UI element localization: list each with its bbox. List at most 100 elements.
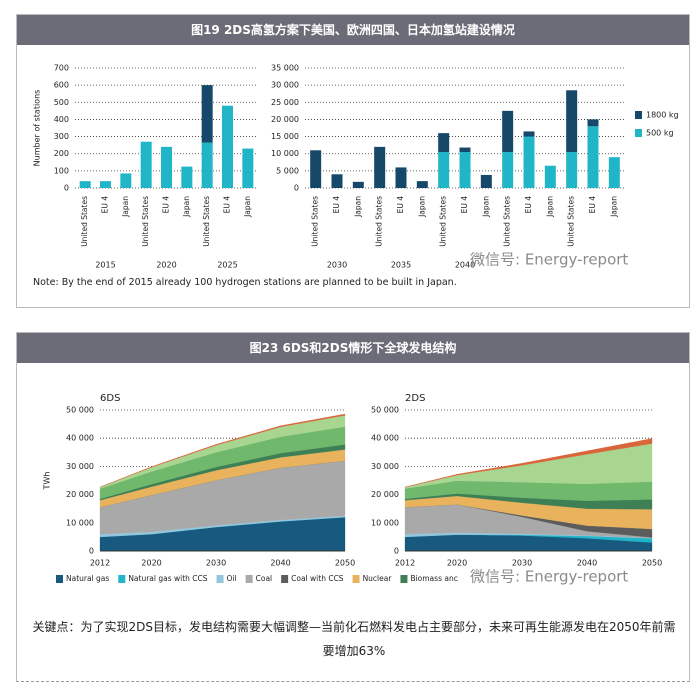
x-tick-label: United States [311, 196, 320, 247]
y-tick-label: 50 000 [66, 406, 94, 415]
x-tick-label: 2040 [270, 559, 290, 568]
group-label: 2025 [217, 261, 237, 270]
y-tick-label: 40 000 [371, 434, 399, 443]
bar [416, 181, 428, 188]
x-tick-label: Japan [353, 196, 362, 218]
y-tick-label: 200 [54, 149, 69, 158]
legend-label: Biomass anc [410, 574, 457, 583]
x-tick-label: EU 4 [332, 196, 341, 214]
caption: 关键点：为了实现2DS目标，发电结构需要大幅调整—当前化石燃料发电占主要部分，未… [32, 620, 676, 658]
y-tick-label: 700 [54, 64, 69, 73]
x-tick-label: 2050 [335, 559, 355, 568]
bar [587, 119, 599, 127]
legend-label: 500 kg [646, 129, 674, 138]
legend-swatch [635, 129, 642, 137]
legend-label: Coal with CCS [291, 574, 344, 583]
bar [438, 133, 450, 152]
y-tick-label: 20 000 [66, 490, 94, 499]
y-tick-label: 10 000 [371, 518, 399, 527]
y-tick-label: 10 000 [271, 149, 299, 158]
y-tick-label: 15 000 [271, 132, 299, 141]
x-tick-label: United States [141, 196, 150, 247]
y-tick-label: 600 [54, 81, 69, 90]
area [99, 413, 346, 488]
bar [222, 105, 233, 188]
x-tick-label: United States [80, 196, 89, 247]
x-tick-label: Japan [609, 196, 618, 218]
bar [79, 181, 91, 188]
y-tick-label: 20 000 [371, 490, 399, 499]
bar [140, 141, 152, 188]
bar [459, 152, 471, 188]
panel-title: 2DS [405, 393, 425, 404]
x-tick-label: 2040 [577, 559, 597, 568]
panel-title: 6DS [100, 393, 120, 404]
y-axis-label: Number of stations [33, 90, 42, 167]
x-tick-label: Japan [243, 196, 252, 218]
x-tick-label: EU 4 [162, 196, 171, 214]
x-tick-label: 2012 [395, 559, 415, 568]
group-label: 2040 [455, 261, 475, 270]
legend-swatch [352, 575, 360, 583]
legend-label: Nuclear [363, 574, 393, 583]
bar [395, 167, 407, 188]
bar [502, 152, 514, 188]
bar [480, 174, 492, 188]
legend-label: Coal [256, 574, 273, 583]
x-tick-label: EU 4 [101, 196, 110, 214]
legend-swatch [281, 575, 289, 583]
figure-title: 图23 6DS和2DS情形下全球发电结构 [17, 333, 689, 363]
x-tick-label: 2030 [512, 559, 532, 568]
y-tick-label: 20 000 [271, 115, 299, 124]
figure-card: 图19 2DS高氢方案下美国、欧洲四国、日本加氢站建设情况 Note: By t… [16, 14, 690, 308]
note: Note: By the end of 2015 already 100 hyd… [33, 277, 457, 288]
y-tick-label: 100 [54, 166, 69, 175]
bar [242, 148, 254, 188]
x-tick-label: United States [503, 196, 512, 247]
x-tick-label: Japan [545, 196, 554, 218]
bar [608, 157, 620, 188]
legend-swatch [56, 575, 63, 583]
y-tick-label: 40 000 [66, 434, 94, 443]
legend-label: Oil [227, 574, 237, 583]
y-tick-label: 50 000 [371, 406, 399, 415]
bar [587, 126, 599, 188]
y-tick-label: 35 000 [271, 64, 299, 73]
x-tick-label: Japan [121, 196, 130, 218]
x-tick-label: 2020 [447, 559, 467, 568]
area [404, 443, 653, 489]
legend-swatch [118, 575, 126, 583]
watermark: 微信号: Energy-report [470, 568, 628, 586]
group-label: 2030 [327, 261, 347, 270]
y-tick-label: 500 [54, 98, 69, 107]
group-label: 2015 [95, 261, 115, 270]
y-tick-label: 400 [54, 115, 69, 124]
bar [352, 181, 364, 188]
bar [100, 181, 111, 188]
y-tick-label: 0 [64, 184, 69, 193]
bar [438, 152, 450, 188]
figure-card: 图23 6DS和2DS情形下全球发电结构 关键点：为了实现2DS目标，发电结构需… [16, 332, 690, 682]
bar [161, 146, 172, 188]
group-label: 2020 [156, 261, 176, 270]
x-tick-label: United States [567, 196, 576, 247]
y-tick-label: 0 [294, 184, 299, 193]
bar [201, 85, 213, 143]
bar [502, 110, 514, 152]
y-tick-label: 0 [89, 547, 94, 556]
legend-swatch [245, 575, 253, 583]
bar [201, 142, 213, 188]
x-tick-label: EU 4 [460, 196, 469, 214]
bar [459, 147, 471, 152]
x-tick-label: 2030 [206, 559, 226, 568]
x-tick-label: EU 4 [396, 196, 405, 214]
x-tick-label: Japan [417, 196, 426, 218]
legend-label: Natural gas [66, 574, 109, 583]
y-tick-label: 300 [54, 132, 69, 141]
x-tick-label: EU 4 [588, 196, 597, 214]
x-tick-label: United States [439, 196, 448, 247]
y-tick-label: 30 000 [271, 81, 299, 90]
y-tick-label: 30 000 [66, 462, 94, 471]
